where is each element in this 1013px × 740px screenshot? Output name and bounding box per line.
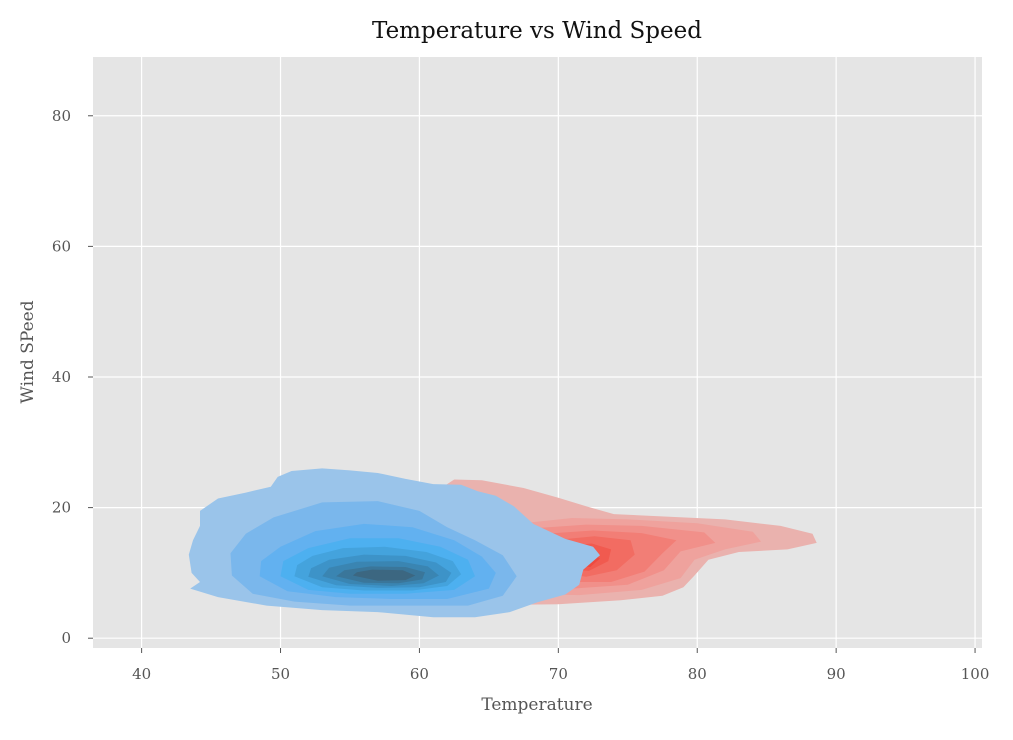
x-tick-label: 80: [688, 665, 707, 683]
density-contour-level-9: [352, 569, 416, 581]
x-tick-label: 100: [961, 665, 990, 683]
y-tick-label: 80: [52, 107, 71, 125]
x-tick-label: 70: [549, 665, 568, 683]
y-tick-label: 0: [61, 629, 71, 647]
density-series-2: [188, 468, 601, 618]
x-tick-label: 60: [410, 665, 429, 683]
x-axis-label: Temperature: [481, 695, 592, 715]
x-tick-label: 50: [271, 665, 290, 683]
y-tick-label: 40: [52, 368, 71, 386]
x-tick-label: 90: [827, 665, 846, 683]
axis-ticks: 40 50 60 70 80 90 100 0 20 40 60 80: [52, 107, 989, 683]
density-series: [188, 468, 817, 618]
y-tick-label: 20: [52, 499, 71, 517]
x-tick-label: 40: [132, 665, 151, 683]
y-tick-label: 60: [52, 237, 71, 255]
y-axis-label: Wind SPeed: [18, 300, 38, 403]
chart-title: Temperature vs Wind Speed: [372, 18, 702, 44]
